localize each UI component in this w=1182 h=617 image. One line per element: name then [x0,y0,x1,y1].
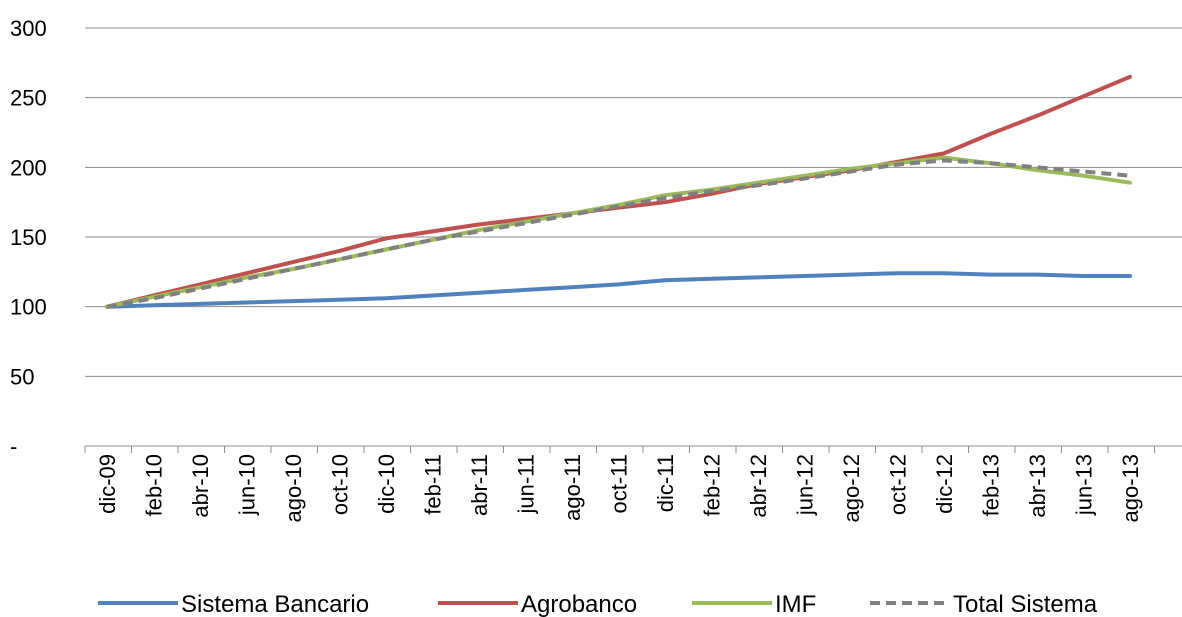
x-tick-label: abr-13 [1025,454,1050,518]
y-tick-label: 250 [10,86,47,111]
y-tick-label: 200 [10,155,47,180]
x-tick-label: ago-13 [1118,454,1143,523]
x-tick-label: ago-11 [560,454,585,521]
x-tick-label: dic-10 [374,454,399,514]
legend: Sistema Bancario Agrobanco IMF Total Sistem… [98,591,1098,617]
x-axis [84,445,1182,453]
x-tick-label: feb-13 [979,454,1004,516]
y-tick-label: - [10,434,17,459]
x-tick-label: abr-11 [467,454,492,516]
x-tick-label: feb-12 [700,454,725,516]
gridlines [85,27,1182,377]
legend-item: Agrobanco [438,591,637,617]
x-tick-label: oct-12 [886,454,911,515]
legend-label: Total Sistema [953,591,1098,617]
x-tick-label: ago-10 [281,454,306,523]
y-tick-label: 50 [10,364,34,389]
legend-label: Agrobanco [521,591,637,617]
x-tick-label: jun-12 [793,454,818,516]
x-tick-label: dic-11 [653,454,678,512]
legend-label: IMF [775,591,816,617]
legend-item: IMF [692,591,816,617]
x-tick-label: jun-13 [1072,454,1097,516]
x-tick-label: oct-10 [328,454,353,515]
x-tick-label: abr-10 [188,454,213,518]
x-tick-label: ago-12 [839,454,864,523]
legend-label: Sistema Bancario [181,591,369,617]
x-tick-label: abr-12 [746,454,771,518]
y-tick-label: 150 [10,225,47,250]
series-lines [105,74,1132,309]
x-tick-label: jun-10 [235,454,260,516]
y-tick-label: 300 [10,16,47,41]
x-tick-label: oct-11 [607,454,632,514]
y-axis-tick-labels: - 50 100 150 200 250 300 [10,16,47,459]
series-line-total-sistema [106,158,1131,309]
x-tick-label: dic-12 [932,454,957,514]
x-axis-tick-labels: dic-09 feb-10 abr-10 jun-10 ago-10 oct-10 dic-… [95,454,1143,523]
legend-item: Sistema Bancario [98,591,369,617]
y-tick-label: 100 [10,295,47,320]
x-tick-label: dic-09 [95,454,120,514]
x-tick-label: feb-10 [142,454,167,516]
x-tick-label: jun-11 [514,454,539,515]
x-tick-label: feb-11 [421,454,446,515]
series-line-sistema-bancario [105,271,1132,309]
legend-item: Total Sistema [870,591,1098,617]
